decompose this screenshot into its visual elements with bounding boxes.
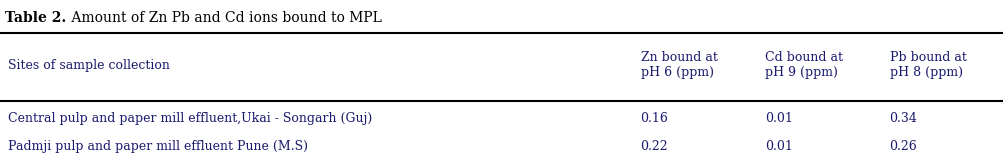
Text: 0.01: 0.01 <box>764 140 792 153</box>
Text: Padmji pulp and paper mill effluent Pune (M.S): Padmji pulp and paper mill effluent Pune… <box>8 140 308 153</box>
Text: Central pulp and paper mill effluent,Ukai - Songarh (Guj): Central pulp and paper mill effluent,Uka… <box>8 112 372 126</box>
Text: Zn bound at
pH 6 (ppm): Zn bound at pH 6 (ppm) <box>640 51 717 79</box>
Text: 0.01: 0.01 <box>764 112 792 126</box>
Text: 0.26: 0.26 <box>889 140 917 153</box>
Text: 0.34: 0.34 <box>889 112 917 126</box>
Text: Amount of Zn Pb and Cd ions bound to MPL: Amount of Zn Pb and Cd ions bound to MPL <box>67 11 382 25</box>
Text: Sites of sample collection: Sites of sample collection <box>8 59 170 72</box>
Text: 0.22: 0.22 <box>640 140 668 153</box>
Text: 0.16: 0.16 <box>640 112 668 126</box>
Text: Pb bound at
pH 8 (ppm): Pb bound at pH 8 (ppm) <box>889 51 966 79</box>
Text: Cd bound at
pH 9 (ppm): Cd bound at pH 9 (ppm) <box>764 51 843 79</box>
Text: Table 2.: Table 2. <box>5 11 66 25</box>
